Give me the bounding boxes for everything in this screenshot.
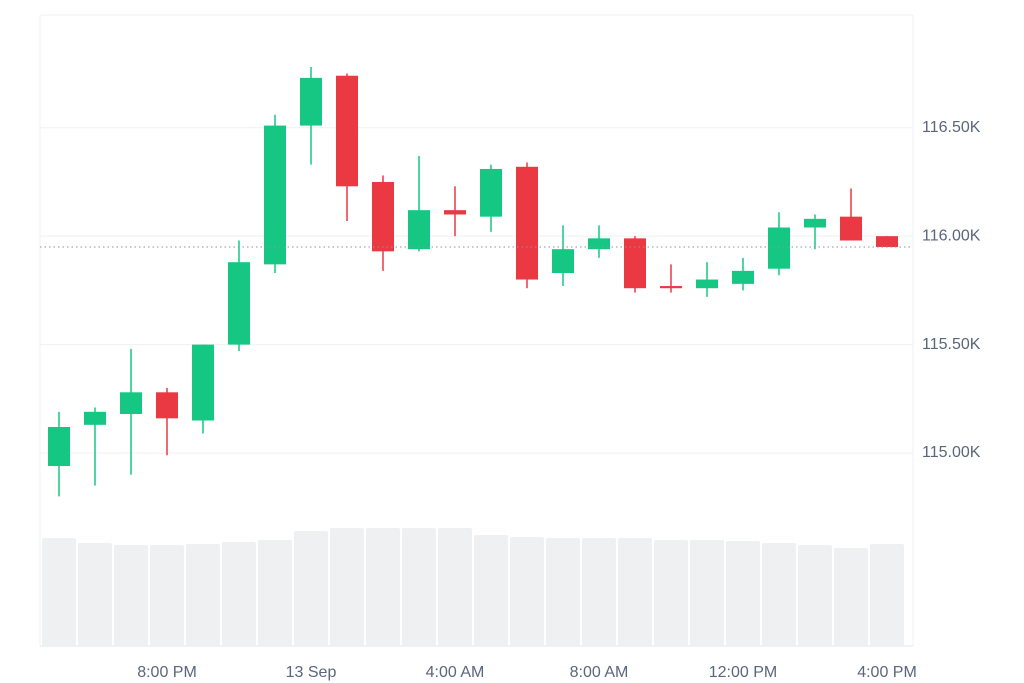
volume-bar [798,545,832,646]
volume-bar [42,538,76,646]
candle-body [84,411,106,425]
candle-body [120,392,142,414]
x-tick-label: 4:00 PM [857,664,917,681]
candle-body [300,77,322,126]
volume-bar [186,544,220,646]
volume-bar [330,528,364,646]
volume-bar [726,541,760,646]
volume-bar [870,544,904,646]
volume-bar [834,548,868,646]
candle-body [372,181,394,252]
volume-bar [294,531,328,646]
candle-body [876,236,898,248]
volume-bar [546,538,580,646]
y-tick-label: 116.00K [922,227,981,244]
volume-bar [762,543,796,646]
candle-body [156,392,178,419]
x-tick-label: 8:00 AM [570,664,629,681]
volume-bar [258,540,292,646]
volume-bar [78,543,112,646]
candle-body [840,216,862,241]
candle-body [48,426,70,467]
y-tick-label: 115.00K [922,444,981,461]
volume-bar [654,540,688,646]
x-tick-label: 12:00 PM [709,664,777,681]
candle-body [516,166,538,280]
volume-bar [150,545,184,646]
volume-bar [114,545,148,646]
candle-body [480,168,502,217]
volume-bar [582,538,616,646]
x-tick-label: 13 Sep [286,664,337,681]
candle-body [228,262,250,345]
volume-bar [618,538,652,646]
candle-body [732,270,754,284]
candle-body [552,249,574,274]
y-tick-label: 115.50K [922,336,981,353]
y-tick-label: 116.50K [922,119,981,136]
volume-bar [366,528,400,646]
volume-bar [222,542,256,646]
x-tick-label: 4:00 AM [426,664,485,681]
candle-body [264,125,286,265]
candle-body [696,279,718,289]
candle-body [624,238,646,289]
volume-bar [474,535,508,646]
candle-body [804,218,826,228]
x-tick-label: 8:00 PM [137,664,197,681]
candle-body [444,210,466,215]
volume-bar [510,537,544,646]
volume-bar [438,528,472,646]
candle-body [768,227,790,269]
candle-body [192,344,214,421]
volume-bar [690,540,724,646]
candle-body [660,286,682,289]
candle-body [408,210,430,250]
candle-body [588,238,610,250]
volume-bar [402,528,436,646]
candle-body [336,75,358,187]
